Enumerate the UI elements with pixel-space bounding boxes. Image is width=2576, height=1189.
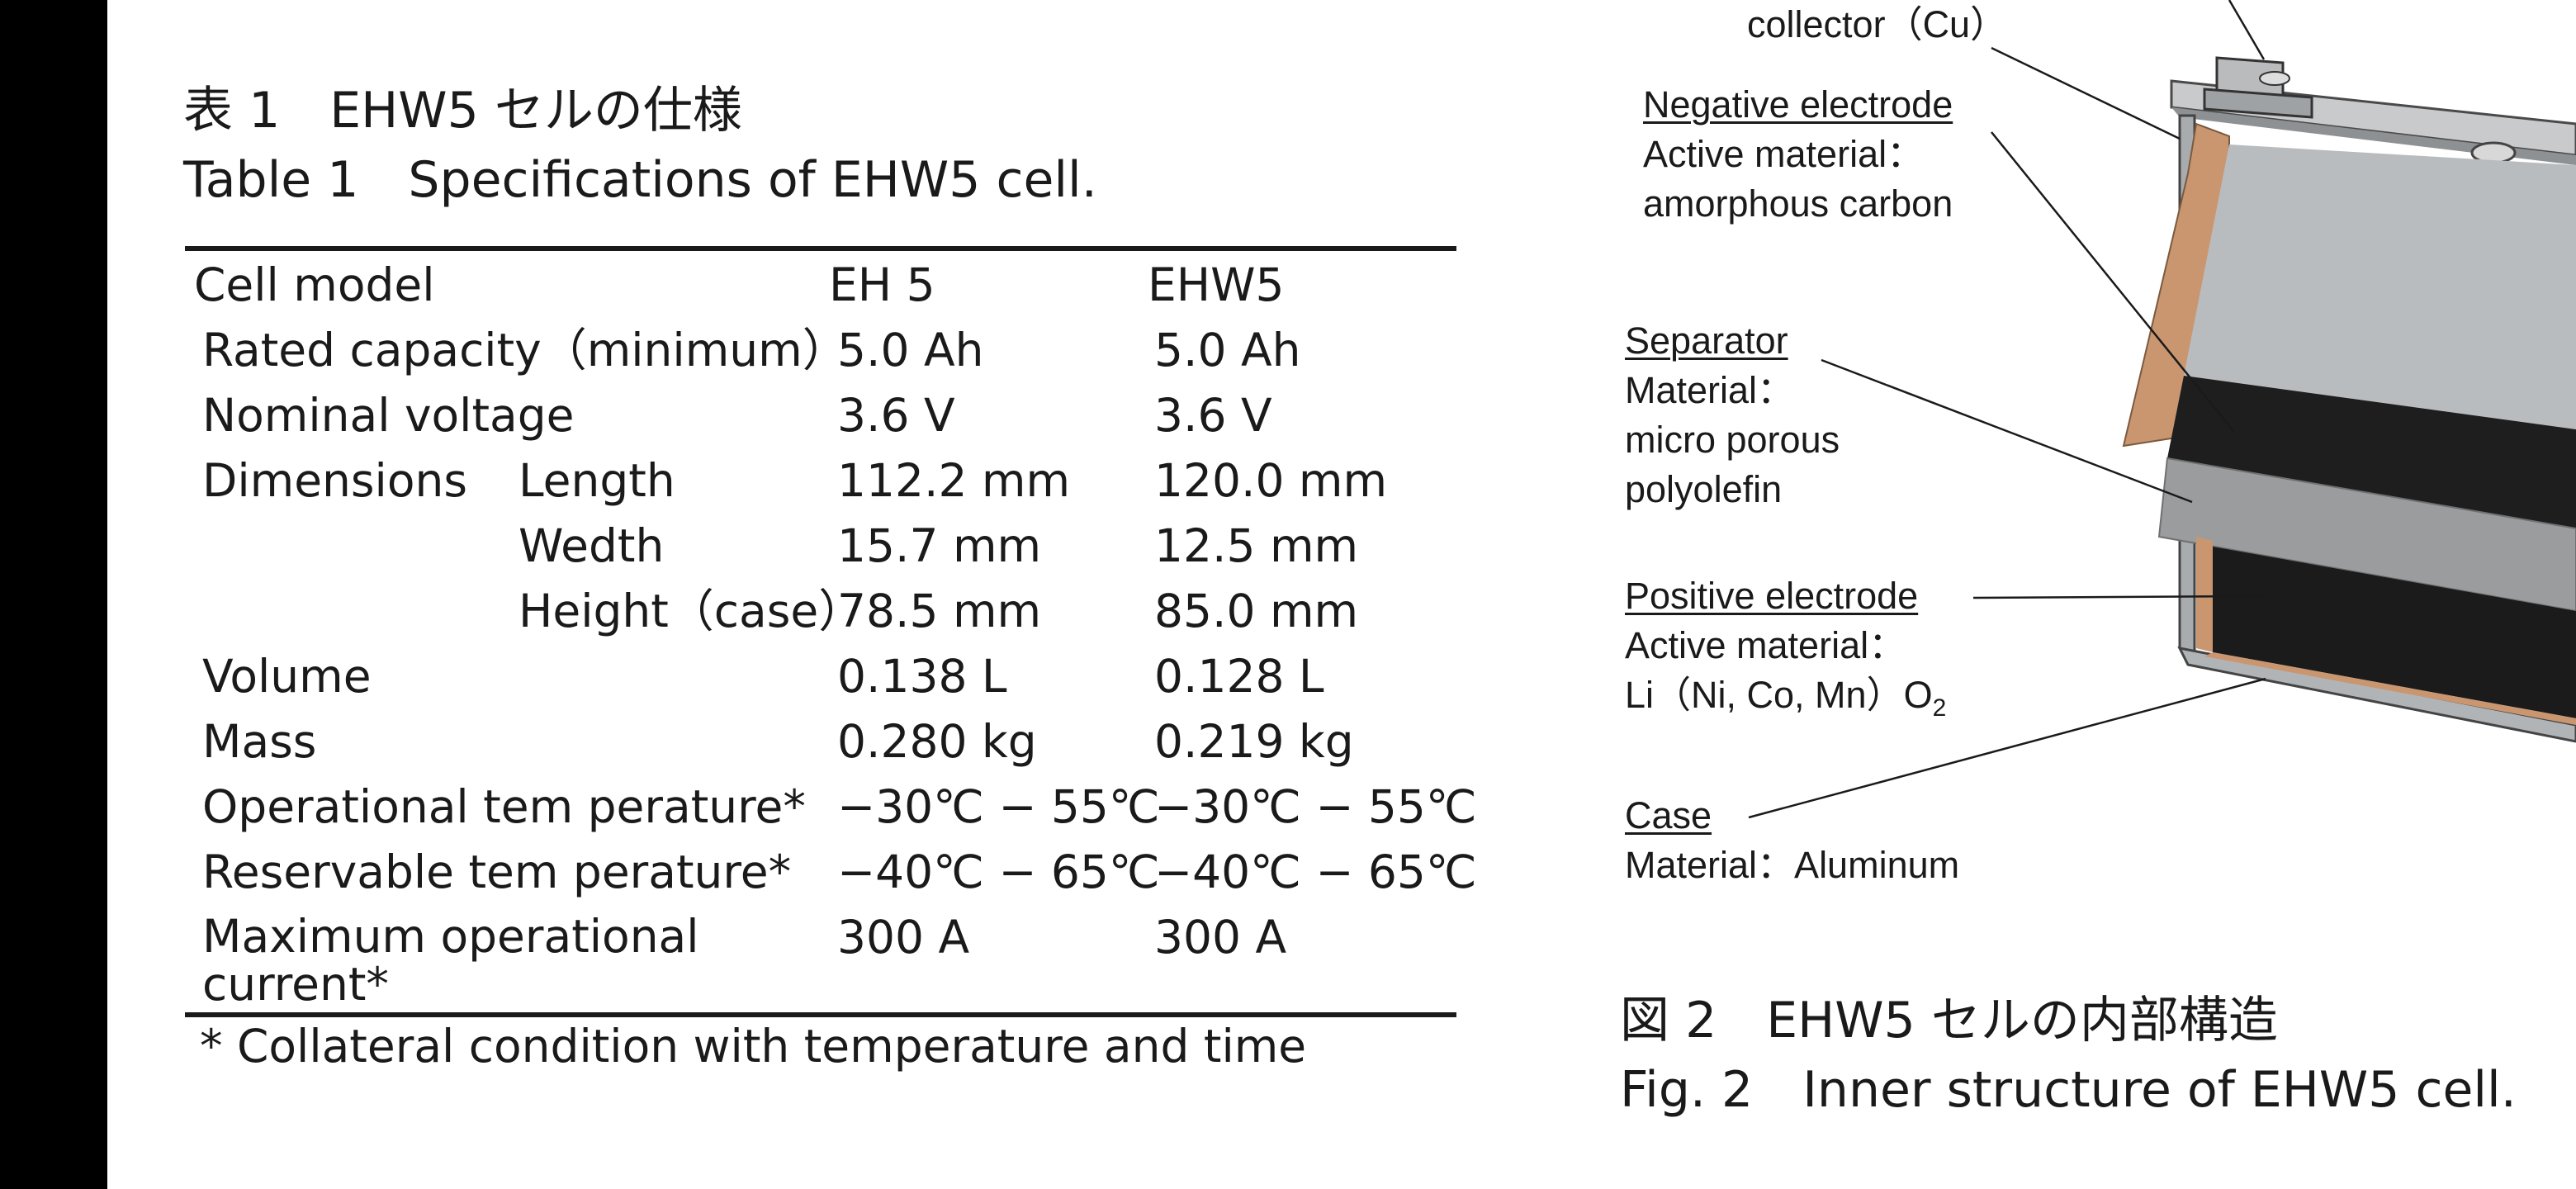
row-value-max-current-ehw5: 300 A [1154,911,1287,964]
table-top-rule [185,246,1456,251]
row-value-mass-ehw5: 0.219 kg [1154,715,1354,768]
label-negative-line2: amorphous carbon [1643,182,1953,225]
row-value-width-eh5: 15.7 mm [837,519,1042,572]
row-value-length-eh5: 112.2 mm [837,454,1071,507]
row-value-width-ehw5: 12.5 mm [1154,519,1359,572]
table-footnote: * Collateral condition with temperature … [200,1020,1307,1073]
label-case-title: Case [1625,794,1712,836]
label-case-line1: Material：Aluminum [1625,844,1960,886]
header-col-eh5: EH 5 [829,258,935,311]
table-caption-ja: 表 1 EHW5 セルの仕様 [183,82,742,140]
label-positive-formula: Li（Ni, Co, Mn）O [1625,674,1933,716]
label-separator-title: Separator [1625,320,1788,362]
row-label-dimensions: Dimensions [202,454,468,507]
row-value-capacity-eh5: 5.0 Ah [837,324,984,377]
row-label-width: Wedth [519,519,665,572]
label-positive-electrode: Positive electrode Active material： Li（N… [1625,571,1946,733]
label-case: Case Material：Aluminum [1625,791,1959,890]
label-separator-line1: Material： [1625,369,1795,411]
row-value-capacity-ehw5: 5.0 Ah [1154,324,1301,377]
row-value-volume-eh5: 0.138 L [837,650,1007,703]
row-value-voltage-ehw5: 3.6 V [1154,389,1272,442]
row-label-length: Length [519,454,675,507]
row-value-op-temp-ehw5: −30℃ − 55℃ [1154,780,1477,833]
row-value-length-ehw5: 120.0 mm [1154,454,1388,507]
table-bottom-rule [185,1012,1456,1017]
row-value-res-temp-eh5: −40℃ − 65℃ [837,846,1160,898]
row-value-voltage-eh5: 3.6 V [837,389,955,442]
row-label-height: Height（case） [519,585,864,637]
header-cell-model: Cell model [194,258,435,311]
row-label-voltage: Nominal voltage [202,389,575,442]
row-label-op-temp: Operational tem perature* [202,780,806,833]
cell-cutaway-illustration [2122,56,2576,743]
label-positive-subscript: 2 [1932,694,1947,722]
label-current-collector: collector（Cu） [1747,0,2007,50]
label-separator-line3: polyolefin [1625,468,1783,510]
row-value-height-ehw5: 85.0 mm [1154,585,1359,637]
label-positive-line2: Li（Ni, Co, Mn）O2 [1625,670,1946,733]
left-black-margin [0,0,107,1189]
row-value-height-eh5: 78.5 mm [837,585,1042,637]
row-label-volume: Volume [202,650,372,703]
label-collector-text: collector（Cu） [1747,3,2008,45]
label-separator-line2: micro porous [1625,419,1840,461]
label-negative-title: Negative electrode [1643,83,1953,126]
label-separator: Separator Material： micro porous polyole… [1625,316,1840,514]
row-value-res-temp-ehw5: −40℃ − 65℃ [1154,846,1477,898]
label-negative-electrode: Negative electrode Active material： amor… [1643,80,1953,229]
table-caption-en: Table 1 Specifications of EHW5 cell. [183,151,1097,209]
row-label-capacity: Rated capacity（minimum） [202,324,848,377]
figure-caption-en: Fig. 2 Inner structure of EHW5 cell. [1620,1061,2517,1119]
row-value-mass-eh5: 0.280 kg [837,715,1037,768]
header-col-ehw5: EHW5 [1148,258,1285,311]
row-value-volume-ehw5: 0.128 L [1154,650,1324,703]
label-positive-line1: Active material： [1625,624,1906,666]
label-positive-title: Positive electrode [1625,575,1919,617]
row-label-max-current: Maximum operational current* [202,910,699,1011]
row-label-mass: Mass [202,715,317,768]
row-label-res-temp: Reservable tem perature* [202,846,792,898]
row-value-op-temp-eh5: −30℃ − 55℃ [837,780,1160,833]
figure-caption-ja: 図 2 EHW5 セルの内部構造 [1620,992,2278,1049]
label-negative-line1: Active material： [1643,133,1925,175]
row-value-max-current-eh5: 300 A [837,911,970,964]
